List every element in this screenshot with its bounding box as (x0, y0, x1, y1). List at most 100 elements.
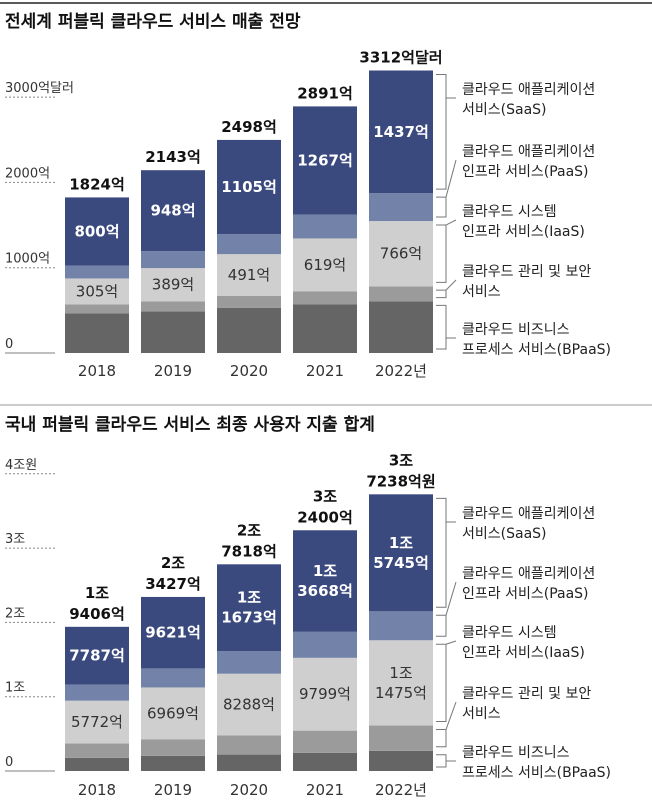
y-tick-label: 3조 (5, 532, 25, 547)
bar-segment (141, 251, 205, 269)
bar-total-label: 2891억 (297, 84, 353, 102)
legend-connector (445, 701, 457, 730)
bar-segment (141, 687, 205, 740)
bar-segment (293, 291, 357, 305)
bar-segment (293, 752, 357, 771)
y-tick-label: 1000억 (5, 252, 50, 267)
bar-segment (217, 307, 281, 353)
bar-segment (369, 640, 433, 726)
bar-total-label: 2조 (161, 554, 185, 572)
bar-segment (293, 214, 357, 239)
legend-label: 인프라 서비스(IaaS) (462, 645, 585, 661)
bar-segment (141, 755, 205, 771)
bar-total-label: 3조 (389, 451, 413, 469)
bar-segment (65, 313, 129, 353)
legend-label: 클라우드 관리 및 보안 (462, 264, 591, 280)
bar-segment (65, 743, 129, 758)
bar-segment (217, 234, 281, 255)
segment-value-label: 619억 (304, 256, 346, 274)
legend-connector (445, 640, 457, 645)
bar-total-label: 7238억원 (366, 472, 435, 490)
x-tick-label: 2020 (230, 362, 268, 380)
legend-bracket (436, 224, 447, 283)
segment-value-label: 6969억 (147, 704, 199, 722)
segment-value-label: 9621억 (145, 624, 201, 642)
bar-total-label: 2498억 (221, 118, 277, 136)
legend-label: 인프라 서비스(PaaS) (462, 164, 589, 180)
legend-bracket (436, 729, 447, 748)
legend-label: 서비스(SaaS) (462, 526, 547, 542)
bar-segment (65, 278, 129, 305)
legend-bracket (436, 289, 447, 299)
segment-value-label: 389억 (152, 276, 194, 294)
bar-segment (217, 735, 281, 755)
bar-segment (217, 651, 281, 674)
bar-segment (65, 265, 129, 279)
bar-total-label: 1조 (85, 584, 109, 602)
legend-label: 클라우드 애플리케이션 (462, 506, 595, 522)
x-tick-label: 2021 (306, 781, 344, 799)
segment-value-label: 9799억 (299, 685, 351, 703)
segment-value-label: 5745억 (373, 554, 429, 572)
segment-value-label: 1437억 (373, 123, 429, 141)
bar-segment (293, 730, 357, 753)
bar-segment (141, 739, 205, 756)
bar-segment (293, 657, 357, 731)
bar-total-label: 2조 (237, 521, 261, 539)
segment-value-label: 948억 (150, 202, 195, 220)
legend-connector (445, 279, 457, 291)
legend-label: 클라우드 관리 및 보안 (462, 686, 591, 702)
bar-segment (141, 268, 205, 302)
legend-label: 클라우드 비즈니스 (462, 745, 570, 761)
segment-value-label: 800억 (74, 223, 119, 241)
legend-connector (445, 581, 457, 616)
segment-value-label: 1조 (313, 562, 337, 580)
x-tick-label: 2020 (230, 781, 268, 799)
segment-value-label: 305억 (76, 282, 118, 300)
y-tick-label: 0 (5, 755, 13, 770)
bar-segment (141, 170, 205, 252)
legend-label: 서비스 (462, 284, 501, 300)
y-tick-label: 0 (5, 337, 13, 352)
segment-value-label: 7787억 (69, 647, 125, 665)
bar-segment (293, 530, 357, 632)
chart-2-title: 국내 퍼블릭 클라우드 서비스 최종 사용자 지출 합계 (5, 414, 375, 435)
bar-segment (369, 286, 433, 302)
legend-label: 인프라 서비스(IaaS) (462, 224, 585, 240)
legend-label: 클라우드 시스템 (462, 625, 557, 641)
bar-segment (65, 304, 129, 314)
bar-total-label: 2400억 (297, 508, 353, 526)
bar-segment (369, 750, 433, 771)
bar-total-label: 3조 (313, 487, 337, 505)
legend-bracket (436, 73, 447, 190)
legend-label: 서비스(SaaS) (462, 102, 547, 118)
bar-total-label: 2143억 (145, 148, 201, 166)
segment-value-label: 1475억 (375, 684, 427, 702)
bar-segment (369, 301, 433, 353)
bar-total-label: 9406억 (69, 605, 125, 623)
segment-value-label: 1105억 (221, 178, 277, 196)
bar-segment (217, 754, 281, 771)
legend-bracket (436, 196, 447, 218)
legend-connector (445, 159, 457, 198)
segment-value-label: 8288억 (223, 695, 275, 713)
bar-segment (369, 725, 433, 751)
legend-bracket (436, 304, 447, 350)
bar-segment (369, 193, 433, 222)
bar-total-label: 7818억 (221, 542, 277, 560)
y-tick-label: 3000억달러 (5, 81, 74, 96)
x-tick-label: 2019 (154, 362, 192, 380)
legend-label: 인프라 서비스(PaaS) (462, 586, 589, 602)
x-tick-label: 2018 (78, 781, 116, 799)
legend-bracket (436, 754, 447, 768)
segment-value-label: 5772억 (71, 713, 123, 731)
segment-value-label: 3668억 (297, 582, 353, 600)
bar-segment (217, 564, 281, 652)
bar-segment (369, 221, 433, 287)
bar-segment (217, 296, 281, 308)
x-tick-label: 2022년 (375, 362, 427, 380)
bar-segment (65, 684, 129, 701)
segment-value-label: 766억 (380, 245, 422, 263)
bar-segment (141, 596, 205, 669)
